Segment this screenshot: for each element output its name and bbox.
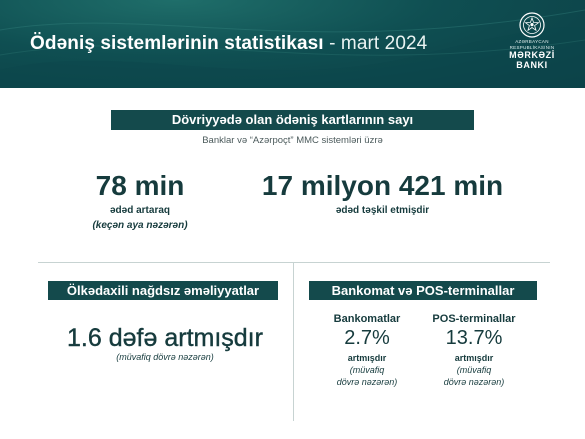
atm-note-line2: dövrə nəzərən) xyxy=(336,377,398,387)
cards-growth-value: 78 min xyxy=(95,170,185,201)
pos-title: POS-terminallar xyxy=(432,313,516,325)
page-title-main: Ödəniş sistemlərinin statistikası xyxy=(30,33,324,54)
central-bank-logo: AZƏRBAYCAN RESPUBLİKASININ MƏRKƏZİ BANKI xyxy=(505,12,559,82)
section-divider-horizontal xyxy=(38,262,550,263)
logo-text-line1: AZƏRBAYCAN xyxy=(515,39,549,44)
pos-note-line2: dövrə nəzərən) xyxy=(443,377,505,387)
bank-emblem-icon xyxy=(519,12,545,38)
cashless-note: (müvafiq dövrə nəzərən) xyxy=(116,352,214,362)
atm-note-line1: (müvafiq xyxy=(349,365,385,375)
atm-pos-banner: Bankomat və POS-terminallar xyxy=(309,281,537,300)
cards-banner: Dövriyyədə olan ödəniş kartlarının sayı xyxy=(111,110,474,130)
cashless-banner: Ölkədaxili nağdsız əməliyyatlar xyxy=(48,281,278,300)
atm-label: artmışdır xyxy=(347,353,387,363)
atm-value: 2.7% xyxy=(344,327,390,349)
cashless-value: 1.6 dəfə artmışdır xyxy=(67,324,263,352)
cards-total-label: ədəd təşkil etmişdir xyxy=(335,205,430,216)
header: Ödəniş sistemlərinin statistikası - mart… xyxy=(0,0,585,88)
logo-text-line4: BANKI xyxy=(516,60,548,70)
cards-total-value: 17 milyon 421 min xyxy=(261,170,504,201)
logo-text-line2: RESPUBLİKASININ xyxy=(509,45,555,50)
section-divider-vertical xyxy=(293,263,294,421)
pos-note-line1: (müvafiq xyxy=(456,365,492,375)
pos-label: artmışdır xyxy=(454,353,494,363)
cards-growth-label: ədəd artaraq xyxy=(109,205,171,216)
pos-value: 13.7% xyxy=(445,327,503,349)
logo-text-line3: MƏRKƏZİ xyxy=(509,50,555,60)
cards-subtitle: Banklar və “Azərpoçt” MMC sistemləri üzr… xyxy=(202,135,383,146)
cards-growth-note: (keçən aya nəzərən) xyxy=(92,220,188,231)
atm-title: Bankomatlar xyxy=(333,313,401,325)
page-title-period: - mart 2024 xyxy=(323,33,428,54)
page-title: Ödəniş sistemlərinin statistikası - mart… xyxy=(30,33,427,55)
header-wave-decoration xyxy=(0,9,585,88)
